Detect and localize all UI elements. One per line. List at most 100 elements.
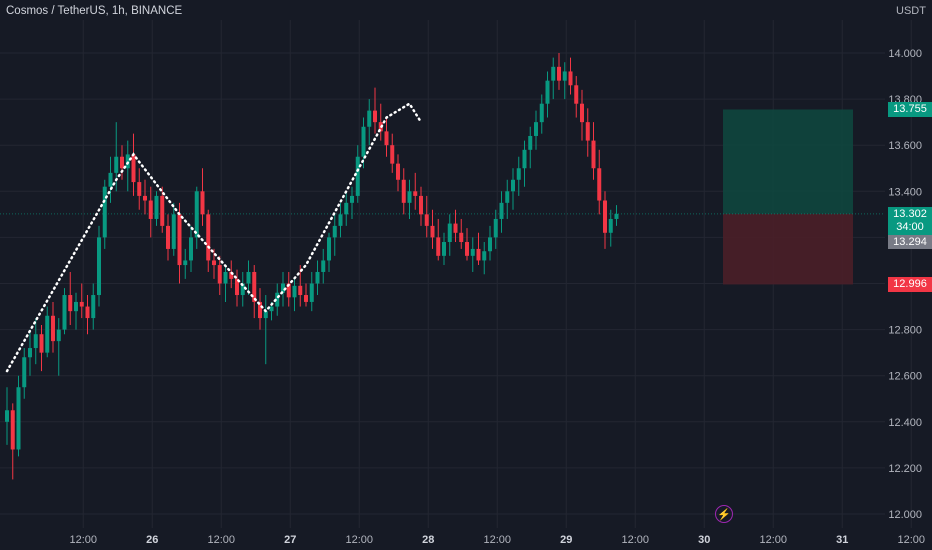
candle-body xyxy=(511,179,515,192)
candle-body xyxy=(206,214,211,261)
candle-body xyxy=(574,85,579,104)
candle-body xyxy=(51,315,55,342)
candle-body xyxy=(361,126,366,157)
candle-body xyxy=(97,237,101,296)
trade-zone[interactable] xyxy=(0,109,885,285)
candle-body xyxy=(309,283,314,302)
loss-zone xyxy=(723,213,853,285)
candle-body xyxy=(493,218,498,238)
y-tick-label: 14.000 xyxy=(888,48,922,60)
candle-body xyxy=(390,145,395,164)
candle-body xyxy=(28,348,32,358)
candle-body xyxy=(528,135,533,150)
target-price-label: 13.755 xyxy=(888,102,932,117)
candle-body xyxy=(580,103,584,123)
candle-body xyxy=(45,315,50,353)
candle-body xyxy=(453,223,458,233)
candle-body xyxy=(269,306,274,312)
candle-body xyxy=(608,218,613,233)
candle-body xyxy=(401,179,406,203)
candle-body xyxy=(367,110,372,127)
candle-body xyxy=(91,295,96,319)
candle-body xyxy=(465,242,469,256)
candle-body xyxy=(436,237,441,256)
candle-body xyxy=(154,195,159,219)
candle-body xyxy=(68,295,73,312)
x-axis[interactable]: 12:00 26 12:00 27 12:00 28 12:00 29 12:00 30 12:00… xyxy=(69,534,925,546)
candle-body xyxy=(194,191,199,238)
candle-body xyxy=(442,242,446,256)
candle-body xyxy=(177,214,182,266)
candle-body xyxy=(10,410,15,450)
candle-body xyxy=(16,387,21,450)
candle-body xyxy=(200,191,205,215)
candle-body xyxy=(85,306,90,319)
candle-body xyxy=(235,278,239,296)
candle-body xyxy=(102,186,107,238)
candle-body xyxy=(183,260,188,266)
x-tick-label: 26 xyxy=(146,534,158,546)
candle-body xyxy=(430,225,435,238)
candle-body xyxy=(166,225,170,249)
candle-body xyxy=(516,168,521,180)
candle-body xyxy=(597,168,602,201)
candle-body xyxy=(413,191,418,196)
candle-body xyxy=(229,271,234,279)
candle-body xyxy=(350,195,354,203)
candle-body xyxy=(603,200,607,233)
stop-price-label: 12.996 xyxy=(888,277,932,292)
candle-body xyxy=(286,283,291,298)
candle-body xyxy=(557,66,561,81)
candle-body xyxy=(240,283,245,296)
candle-body xyxy=(125,154,130,169)
candle-body xyxy=(131,154,136,183)
candle-body xyxy=(304,295,308,302)
candle-body xyxy=(315,271,320,284)
profit-zone xyxy=(723,109,853,214)
candle-body xyxy=(137,182,142,196)
candle-body xyxy=(396,163,400,180)
x-tick-label: 12:00 xyxy=(483,534,511,546)
candle-body xyxy=(562,71,567,81)
candle-body xyxy=(476,248,481,261)
lightning-bolt-icon[interactable]: ⚡ xyxy=(715,505,733,523)
candle-body xyxy=(171,214,176,249)
dotted-path xyxy=(5,102,423,373)
candle-body xyxy=(355,156,360,196)
last-close-label: 13.294 xyxy=(888,235,932,249)
candle-body xyxy=(108,172,113,187)
candle-body xyxy=(539,103,544,123)
y-tick-label: 12.600 xyxy=(888,371,922,383)
candle-body xyxy=(373,110,377,123)
candle-body xyxy=(74,301,78,312)
candle-body xyxy=(223,271,228,284)
candle-body xyxy=(585,122,590,141)
y-tick-label: 12.400 xyxy=(888,417,922,429)
candle-body xyxy=(488,237,492,252)
candle-body xyxy=(424,214,429,226)
candle-body xyxy=(499,202,504,219)
candles[interactable] xyxy=(5,53,619,480)
candle-body xyxy=(62,295,67,330)
candle-body xyxy=(447,223,452,243)
candle-body xyxy=(148,200,153,219)
candle-body xyxy=(263,311,268,319)
x-tick-label: 12:00 xyxy=(207,534,235,546)
candle-body xyxy=(114,156,119,173)
candle-body xyxy=(275,292,280,307)
candle-body xyxy=(160,195,165,226)
x-tick-label: 12:00 xyxy=(759,534,787,546)
candle-body xyxy=(614,213,619,219)
x-tick-label: 12:00 xyxy=(621,534,649,546)
candle-body xyxy=(292,285,297,298)
current-price-value: 13.302 xyxy=(893,208,927,220)
x-tick-label: 12:00 xyxy=(897,534,925,546)
candle-body xyxy=(212,260,216,266)
candle-body xyxy=(120,156,124,169)
candle-body xyxy=(591,140,596,169)
x-tick-label: 29 xyxy=(560,534,572,546)
x-tick-label: 27 xyxy=(284,534,296,546)
candle-body xyxy=(217,265,222,284)
candle-body xyxy=(321,260,326,272)
